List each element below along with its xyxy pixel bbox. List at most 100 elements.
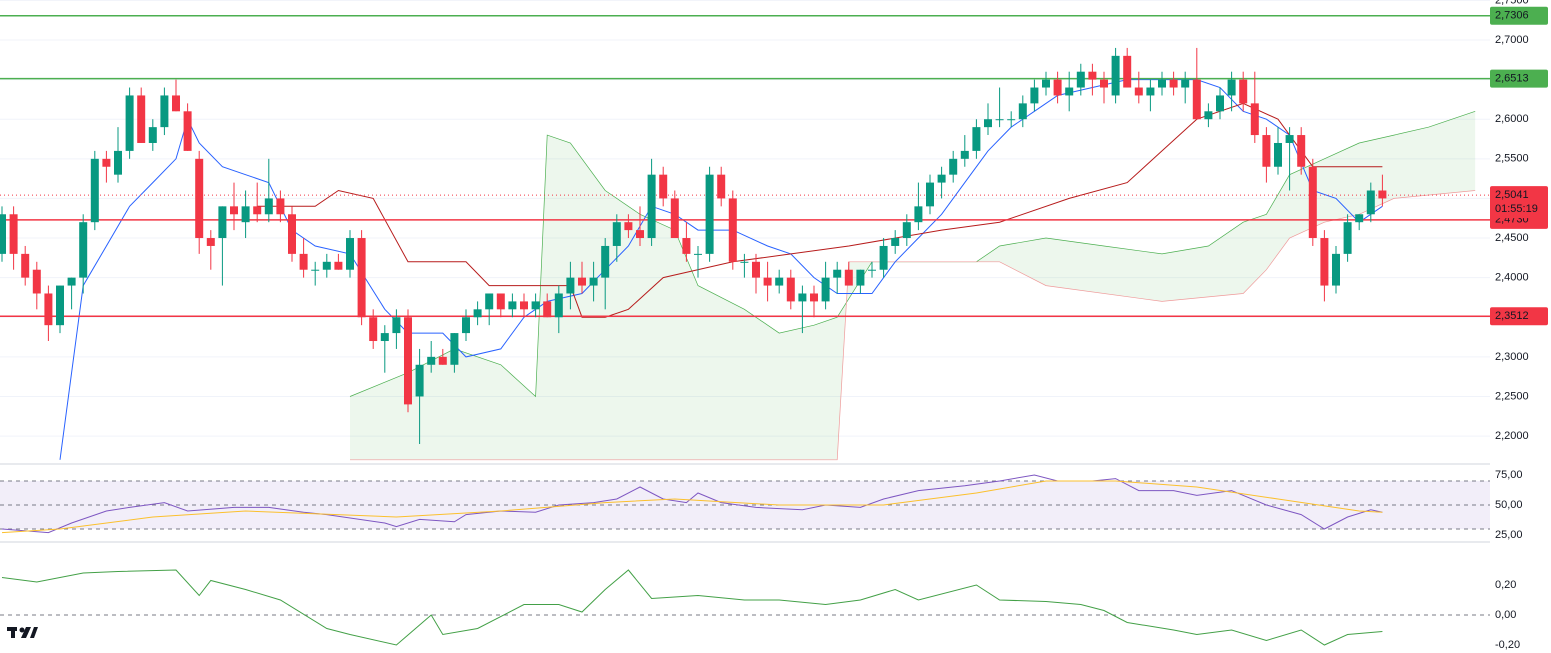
candle-body bbox=[32, 269, 41, 294]
level-badge bbox=[1490, 69, 1548, 88]
y-tick-label: -0,20 bbox=[1495, 639, 1520, 651]
candle-body bbox=[299, 253, 308, 270]
candle-body bbox=[1355, 214, 1364, 223]
candle-body bbox=[601, 245, 610, 278]
candle-body bbox=[415, 364, 424, 397]
candle-body bbox=[926, 182, 934, 207]
candle-body bbox=[1007, 119, 1016, 121]
candle-body bbox=[763, 277, 772, 286]
candle-body bbox=[114, 150, 122, 175]
candle-body bbox=[786, 277, 795, 302]
candle-body bbox=[485, 293, 494, 310]
candle-body bbox=[1227, 79, 1236, 96]
candle-body bbox=[589, 277, 598, 286]
candle-body bbox=[1018, 103, 1027, 120]
indicator-line bbox=[59, 79, 1383, 460]
candle-body bbox=[1285, 135, 1294, 143]
candle-body bbox=[636, 230, 644, 239]
candle-body bbox=[728, 198, 737, 262]
candle-body bbox=[647, 174, 656, 239]
candle-body bbox=[508, 301, 517, 310]
candle-body bbox=[775, 277, 784, 286]
candle-body bbox=[612, 222, 621, 246]
candle-body bbox=[1169, 79, 1178, 88]
candle-body bbox=[960, 150, 969, 159]
candle-body bbox=[1053, 79, 1062, 96]
candle-body bbox=[322, 261, 331, 270]
candle-body bbox=[206, 238, 215, 246]
candle-body bbox=[1100, 79, 1108, 88]
candle-body bbox=[102, 158, 111, 167]
candle-body bbox=[369, 317, 378, 342]
cloud-span-a bbox=[349, 110, 1476, 398]
candle-body bbox=[868, 269, 876, 271]
candle-body bbox=[531, 301, 540, 310]
candle-body bbox=[949, 158, 958, 175]
candle-body bbox=[1065, 87, 1074, 96]
candle-body bbox=[346, 238, 354, 270]
candle-body bbox=[9, 214, 18, 254]
candle-body bbox=[821, 277, 830, 302]
candle-body bbox=[496, 293, 505, 310]
candle-body bbox=[798, 293, 807, 302]
candle-body bbox=[357, 238, 366, 318]
candle-body bbox=[1088, 71, 1097, 80]
candle-body bbox=[230, 206, 238, 215]
candle-body bbox=[1332, 253, 1340, 286]
candle-body bbox=[937, 174, 946, 183]
y-tick-label: 2,4500 bbox=[1495, 232, 1529, 244]
candle-body bbox=[833, 269, 842, 278]
candle-body bbox=[1192, 79, 1201, 120]
candle-body bbox=[125, 95, 134, 151]
candle-body bbox=[1111, 55, 1120, 96]
candle-body bbox=[1181, 79, 1190, 88]
candle-body bbox=[670, 198, 679, 239]
candle-body bbox=[1320, 238, 1329, 286]
candle-body bbox=[891, 238, 900, 246]
candle-body bbox=[473, 309, 482, 318]
logo bbox=[7, 627, 38, 638]
y-tick-label: 25,00 bbox=[1495, 529, 1523, 541]
candle-body bbox=[195, 158, 204, 239]
candle-body bbox=[856, 269, 865, 286]
level-badge bbox=[1490, 307, 1548, 326]
candle-body bbox=[1158, 79, 1166, 88]
candle-body bbox=[972, 127, 981, 151]
y-tick-label: 2,2000 bbox=[1495, 430, 1529, 442]
candle-body bbox=[79, 222, 88, 278]
candle-body bbox=[1216, 95, 1224, 112]
candle-body bbox=[462, 317, 470, 334]
candle-body bbox=[218, 206, 227, 239]
candle-body bbox=[659, 174, 668, 199]
candle-body bbox=[148, 127, 157, 143]
level-label: 2,6513 bbox=[1495, 72, 1529, 84]
candle-body bbox=[1076, 71, 1085, 88]
candle-body bbox=[172, 95, 180, 112]
candle-body bbox=[914, 206, 923, 223]
candle-body bbox=[520, 301, 528, 310]
candle-body bbox=[902, 222, 911, 239]
candle-body bbox=[566, 277, 575, 294]
candle-body bbox=[1239, 79, 1248, 104]
countdown-label: 01:55:19 bbox=[1495, 203, 1538, 215]
candle-body bbox=[0, 214, 6, 254]
last-price-label: 2,5041 bbox=[1495, 189, 1529, 201]
candle-body bbox=[1042, 79, 1050, 88]
candle-body bbox=[160, 95, 169, 128]
candle-body bbox=[1366, 190, 1375, 215]
candle-body bbox=[810, 293, 818, 302]
series-line bbox=[1, 474, 1383, 534]
candle-body bbox=[624, 222, 633, 231]
candle-body bbox=[264, 198, 273, 215]
candle-body bbox=[1343, 222, 1352, 254]
series-line bbox=[1, 569, 1383, 646]
candle-body bbox=[404, 317, 412, 405]
y-tick-label: 50,00 bbox=[1495, 499, 1523, 511]
candle-body bbox=[392, 317, 401, 334]
candle-body bbox=[1274, 142, 1282, 167]
y-tick-label: 2,4000 bbox=[1495, 272, 1529, 284]
candle-body bbox=[427, 356, 436, 365]
price-axis bbox=[1490, 0, 1551, 653]
candle-body bbox=[288, 214, 296, 254]
candle-body bbox=[694, 253, 702, 255]
